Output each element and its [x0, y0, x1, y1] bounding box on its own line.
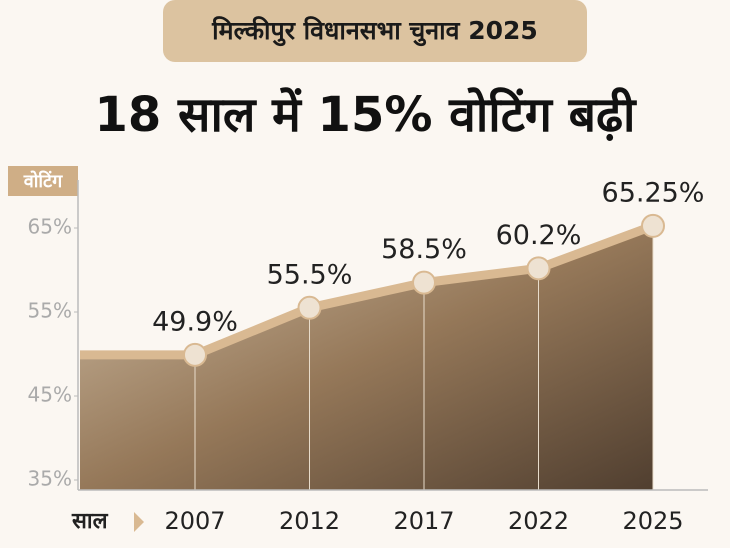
y-label-bg	[8, 166, 78, 196]
value-label: 60.2%	[496, 220, 582, 251]
x-tick-label: 2025	[622, 507, 683, 535]
badge: मिल्कीपुर विधानसभा चुनाव 2025	[211, 16, 538, 47]
point	[297, 295, 322, 320]
y-axis-label: वोटिंग	[23, 170, 63, 192]
point	[526, 256, 551, 281]
point	[641, 213, 665, 238]
arrow	[134, 512, 144, 532]
badge-bg	[163, 0, 587, 62]
plot: 49.9% 55.5% 58.5% 60.2% 65.25%	[80, 177, 704, 490]
y-tick-label: 65%	[28, 215, 72, 239]
chart-title: 18 साल में 15% वोटिंग बढ़ी	[94, 87, 637, 143]
y-tick-label: 45%	[28, 383, 72, 407]
value-label: 49.9%	[152, 306, 238, 337]
photo-area	[80, 225, 653, 490]
point	[412, 270, 436, 295]
point	[183, 342, 207, 367]
x-tick-label: 2012	[279, 507, 340, 535]
x-tick-label: 2017	[393, 507, 454, 535]
x-axis-label: साल	[71, 509, 109, 534]
x-tick-label: 2022	[508, 507, 569, 535]
y-tick-label: 35%	[28, 467, 72, 491]
y-tick-label: 55%	[28, 299, 72, 323]
value-label: 58.5%	[381, 234, 467, 265]
value-label: 55.5%	[267, 259, 353, 290]
x-tick-label: 2007	[164, 507, 225, 535]
value-label: 65.25%	[602, 177, 705, 208]
